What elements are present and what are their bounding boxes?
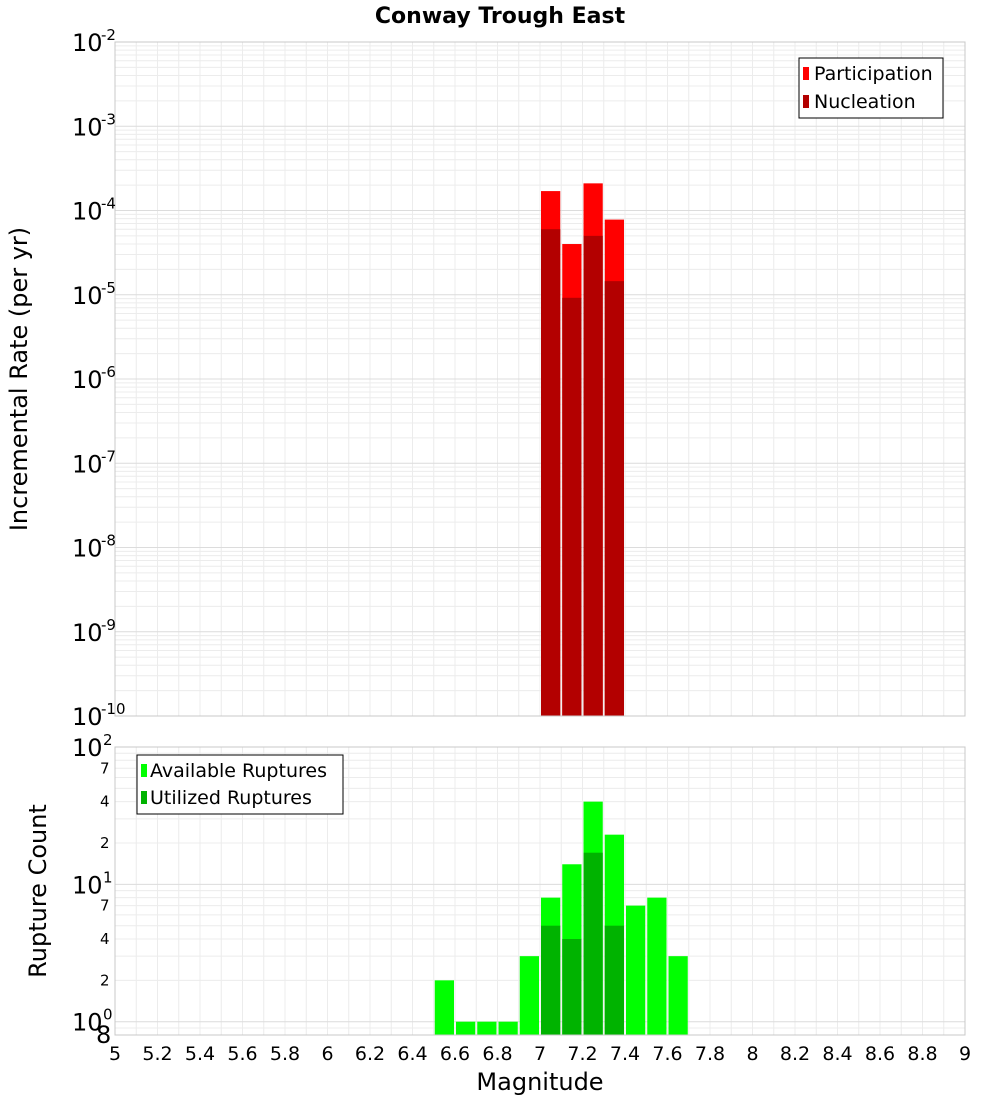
- count-bar-available-ruptures: [477, 1021, 497, 1035]
- rate-y-tick-base: 10: [72, 29, 103, 57]
- x-tick-label: 7.6: [652, 1043, 682, 1065]
- rate-y-tick-base: 10: [72, 198, 103, 226]
- rate-y-tick-base: 10: [72, 366, 103, 394]
- count-y-tick-base: 10: [72, 734, 103, 762]
- count-plot-y-axis-label: Rupture Count: [24, 804, 52, 978]
- rate-plot-grid: [114, 41, 966, 717]
- count-y-minor-tick-label: 4: [100, 793, 110, 811]
- x-tick-label: 5.6: [227, 1043, 257, 1065]
- rate-y-tick-exponent: -5: [101, 279, 116, 297]
- x-tick-label: 8.2: [780, 1043, 810, 1065]
- rate-y-tick-base: 10: [72, 535, 103, 563]
- x-tick-label: 8.6: [865, 1043, 895, 1065]
- count-y-minor-tick-label: 2: [100, 971, 110, 989]
- count-bar-available-ruptures: [456, 1021, 476, 1035]
- count-bar-utilized-ruptures: [562, 939, 582, 1035]
- rate-bar-nucleation: [541, 229, 561, 717]
- x-axis-ticks: 5 5.2 5.4 5.6 5.8 6 6.2 6.4 6.6 6.8 7 7.2 7.4 7.6 7.8 8…: [109, 1043, 971, 1065]
- legend-swatch-available-ruptures: [141, 764, 147, 777]
- x-tick-label: 8.8: [907, 1043, 937, 1065]
- count-y-tick-exponent: 2: [103, 731, 113, 749]
- legend-swatch-participation: [803, 67, 809, 80]
- count-y-tick-base: 10: [72, 871, 103, 899]
- x-tick-label: 6.2: [355, 1043, 385, 1065]
- rate-plot-legend-box: [798, 57, 944, 119]
- x-tick-label: 5.2: [142, 1043, 172, 1065]
- count-y-tick-exponent: 0: [103, 1006, 113, 1024]
- count-y-tick-base: 10: [72, 1009, 103, 1037]
- rate-plot-bars: [541, 183, 624, 717]
- chart-title: Conway Trough East: [375, 4, 626, 29]
- count-bar-utilized-ruptures: [583, 852, 603, 1035]
- rate-y-tick-exponent: -4: [101, 195, 116, 213]
- rate-y-tick-exponent: -6: [101, 363, 116, 381]
- rate-y-tick-base: 10: [72, 450, 103, 478]
- x-tick-label: 8: [746, 1043, 758, 1065]
- count-y-minor-tick-label: 7: [100, 897, 110, 915]
- x-tick-label: 5.4: [185, 1043, 215, 1065]
- x-tick-label: 7.2: [567, 1043, 597, 1065]
- rate-plot-y-axis-label: Incremental Rate (per yr): [5, 227, 33, 531]
- count-y-minor-tick-label: 7: [100, 759, 110, 777]
- count-bar-available-ruptures: [498, 1021, 518, 1035]
- rate-plot-legend: Participation Nucleation: [798, 57, 944, 119]
- x-tick-label: 5.8: [270, 1043, 300, 1065]
- count-bar-utilized-ruptures: [604, 925, 624, 1035]
- rate-y-tick-exponent: -8: [101, 532, 116, 550]
- legend-label-participation: Participation: [814, 63, 933, 85]
- legend-label-utilized-ruptures: Utilized Ruptures: [150, 787, 312, 809]
- rate-y-tick-exponent: -2: [101, 26, 116, 44]
- x-tick-label: 5: [109, 1043, 121, 1065]
- x-tick-label: 9: [959, 1043, 971, 1065]
- count-y-tick-exponent: 1: [103, 868, 113, 886]
- count-bar-available-ruptures: [647, 897, 667, 1035]
- rate-y-tick-exponent: -9: [101, 616, 116, 634]
- x-tick-label: 6.4: [397, 1043, 427, 1065]
- x-tick-label: 8.4: [822, 1043, 852, 1065]
- legend-swatch-utilized-ruptures: [141, 791, 147, 804]
- x-tick-label: 6.6: [440, 1043, 470, 1065]
- x-tick-label: 7.8: [695, 1043, 725, 1065]
- count-plot-legend-box: [136, 754, 344, 815]
- count-plot-bars: [434, 801, 688, 1035]
- legend-label-available-ruptures: Available Ruptures: [150, 760, 327, 782]
- rate-y-tick-base: 10: [72, 703, 103, 731]
- count-bar-available-ruptures: [519, 956, 539, 1035]
- count-y-minor-tick-label: 8: [96, 1021, 111, 1049]
- legend-swatch-nucleation: [803, 95, 809, 108]
- count-plot-frame: [114, 746, 966, 1036]
- rate-y-tick-base: 10: [72, 113, 103, 141]
- count-bar-available-ruptures: [626, 905, 646, 1035]
- rate-y-tick-base: 10: [72, 282, 103, 310]
- rate-y-tick-exponent: -3: [101, 110, 116, 128]
- count-y-minor-tick-label: 4: [100, 930, 110, 948]
- legend-label-nucleation: Nucleation: [814, 91, 916, 113]
- x-tick-label: 7.4: [610, 1043, 640, 1065]
- count-plot-legend: Available Ruptures Utilized Ruptures: [136, 754, 344, 815]
- rate-bar-nucleation: [562, 297, 582, 716]
- x-tick-label: 6: [321, 1043, 333, 1065]
- rate-bar-nucleation: [604, 281, 624, 716]
- rate-y-tick-exponent: -10: [101, 700, 126, 718]
- rate-plot-frame: [114, 41, 966, 717]
- x-axis-label: Magnitude: [476, 1068, 603, 1096]
- rate-y-tick-base: 10: [72, 619, 103, 647]
- count-bar-available-ruptures: [434, 980, 454, 1035]
- x-tick-label: 6.8: [482, 1043, 512, 1065]
- count-bar-utilized-ruptures: [541, 925, 561, 1035]
- count-y-minor-tick-label: 2: [100, 834, 110, 852]
- count-bar-available-ruptures: [668, 956, 688, 1035]
- rate-bar-nucleation: [583, 235, 603, 717]
- count-plot-grid: [114, 747, 966, 1036]
- x-tick-label: 7: [534, 1043, 546, 1065]
- rate-y-tick-exponent: -7: [101, 447, 116, 465]
